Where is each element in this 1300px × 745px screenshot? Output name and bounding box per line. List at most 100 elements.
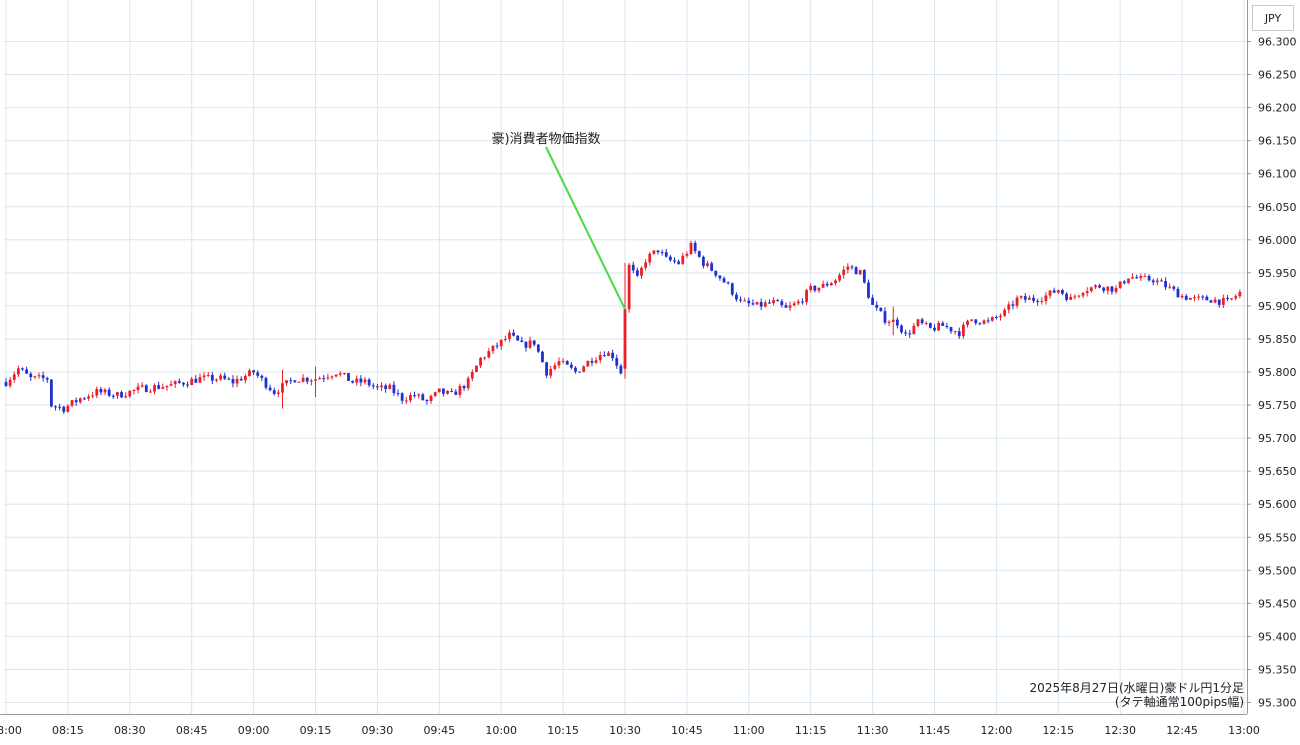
candle-body xyxy=(289,380,293,382)
candle-body xyxy=(1118,281,1122,288)
candle-body xyxy=(1201,296,1205,298)
candle-body xyxy=(817,287,821,291)
candle-body xyxy=(668,256,672,261)
candle-body xyxy=(1073,296,1077,298)
candle-body xyxy=(87,396,90,399)
time-tick-label: 09:30 xyxy=(362,724,394,737)
candle-body xyxy=(326,377,330,379)
time-tick-label: 11:00 xyxy=(733,724,765,737)
time-tick-label: 10:00 xyxy=(485,724,517,737)
annotation-label: 豪)消費者物価指数 xyxy=(491,131,600,147)
candle-body xyxy=(999,315,1002,318)
candle-body xyxy=(322,378,326,380)
candle-body xyxy=(850,266,854,268)
candle-body xyxy=(272,390,276,394)
price-tick-label: 95.350 xyxy=(1258,663,1297,676)
candle-body xyxy=(924,322,928,324)
candle-body xyxy=(503,338,507,340)
candle-body xyxy=(718,275,722,279)
candle-body xyxy=(635,270,639,276)
candle-body xyxy=(681,255,685,264)
candle-body xyxy=(714,270,718,276)
time-tick-label: 13:00 xyxy=(1228,724,1260,737)
candle-body xyxy=(986,320,990,322)
time-tick-label: 08:15 xyxy=(52,724,84,737)
candle-body xyxy=(937,322,941,331)
candle-body xyxy=(1048,290,1052,296)
candle-body xyxy=(462,386,466,389)
candle-body xyxy=(1217,299,1221,305)
currency-label: JPY xyxy=(1252,5,1294,31)
candle-body xyxy=(1184,295,1188,300)
candle-body xyxy=(396,393,400,395)
candle-body xyxy=(825,283,829,286)
candle-body xyxy=(702,256,705,266)
candle-body xyxy=(862,270,866,283)
candle-body xyxy=(912,325,916,334)
candle-body xyxy=(978,323,982,325)
candle-body xyxy=(454,391,458,395)
candle-body xyxy=(227,378,231,380)
candle-body xyxy=(124,396,128,398)
caption-line2: (タテ軸通常100pips幅) xyxy=(1114,695,1244,709)
price-tick-label: 96.150 xyxy=(1258,135,1297,148)
candle-body xyxy=(640,267,643,276)
candle-body xyxy=(400,393,404,401)
candle-body xyxy=(58,406,62,408)
candle-body xyxy=(759,301,763,307)
candle-body xyxy=(883,311,887,323)
candle-body xyxy=(140,385,144,387)
candle-body xyxy=(351,380,355,383)
candle-body xyxy=(516,335,520,341)
candle-body xyxy=(735,294,738,300)
price-tick-label: 95.900 xyxy=(1258,300,1297,313)
candle-body xyxy=(590,360,594,363)
candle-body xyxy=(177,381,181,383)
candle-body xyxy=(941,322,945,326)
candle-body xyxy=(33,376,37,378)
candle-body xyxy=(243,375,247,381)
candle-body xyxy=(470,372,474,379)
candle-body xyxy=(297,381,301,383)
price-tick-label: 96.200 xyxy=(1258,102,1297,115)
time-tick-label: 09:45 xyxy=(423,724,455,737)
candle-body xyxy=(276,392,280,394)
price-tick-label: 96.050 xyxy=(1258,201,1297,214)
time-tick-label: 09:15 xyxy=(300,724,332,737)
candle-body xyxy=(70,400,74,406)
price-tick-label: 95.650 xyxy=(1258,465,1297,478)
candle-body xyxy=(173,381,177,385)
candle-body xyxy=(479,357,482,366)
candle-body xyxy=(446,390,449,394)
candle-body xyxy=(62,406,66,412)
candle-body xyxy=(751,303,755,305)
candle-body xyxy=(747,300,751,304)
candle-body xyxy=(916,319,920,326)
candle-body xyxy=(1221,298,1225,305)
candle-body xyxy=(1040,300,1044,302)
candle-body xyxy=(1065,293,1068,300)
candle-body xyxy=(1122,281,1126,284)
candle-body xyxy=(45,377,49,380)
candle-body xyxy=(223,375,227,379)
candle-body xyxy=(78,398,82,403)
candles-layer xyxy=(4,240,1242,415)
candle-body xyxy=(475,365,478,373)
candle-body xyxy=(338,373,342,375)
candle-body xyxy=(1151,280,1155,283)
candle-body xyxy=(549,368,553,376)
candle-body xyxy=(569,364,573,368)
candle-body xyxy=(165,385,169,388)
price-tick-label: 95.450 xyxy=(1258,597,1297,610)
candle-body xyxy=(772,300,775,304)
candle-body xyxy=(792,303,796,306)
candle-body xyxy=(710,263,714,271)
candle-body xyxy=(623,309,627,369)
candle-body xyxy=(561,360,565,362)
candle-body xyxy=(842,269,846,276)
time-tick-label: 10:30 xyxy=(609,724,641,737)
candle-body xyxy=(574,367,577,372)
candle-body xyxy=(730,283,734,295)
candle-body xyxy=(491,345,495,352)
